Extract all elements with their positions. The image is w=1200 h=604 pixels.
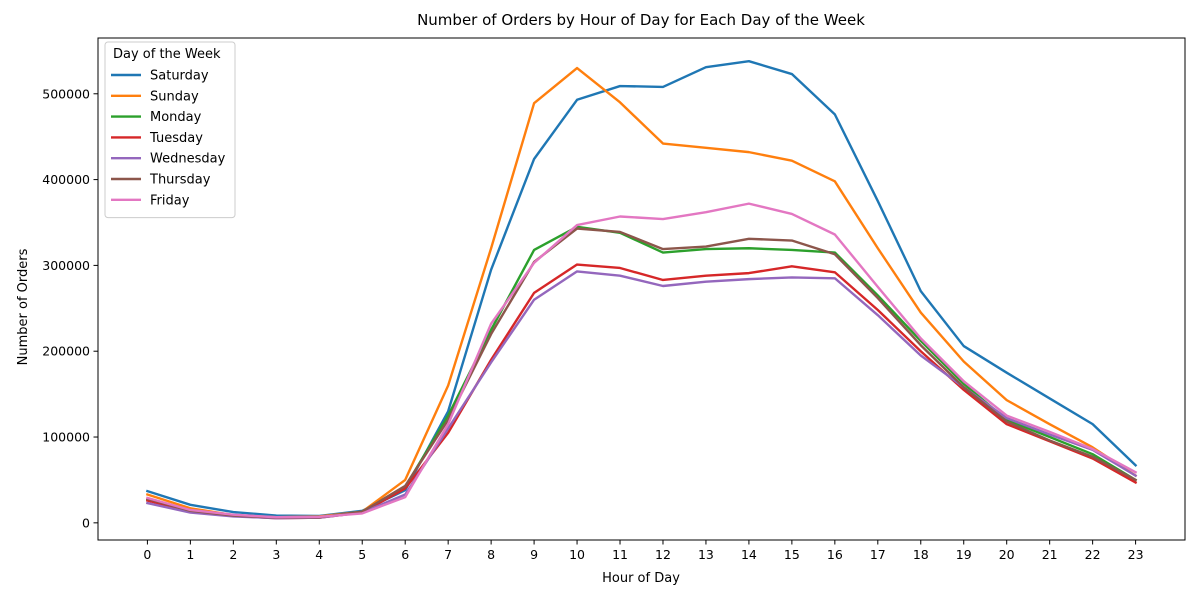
- x-tick-label: 15: [784, 547, 800, 562]
- y-tick-label: 500000: [42, 86, 90, 101]
- series-line-monday: [145, 225, 1138, 519]
- x-axis: 0 1 2 3 4 5 6 7 8 9 10 11 12 13 14 15 16 17 18 19 20 21 22 23: [143, 540, 1144, 562]
- x-tick-label: 18: [913, 547, 929, 562]
- legend: Day of the Week Saturday Sunday Monday Tuesd…: [104, 41, 236, 219]
- series-line-sunday: [145, 66, 1138, 519]
- legend-box: [104, 41, 236, 219]
- legend-label-wednesday: Wednesday: [150, 152, 226, 167]
- x-axis-label: Hour of Day: [602, 571, 680, 586]
- x-tick-label: 4: [315, 547, 323, 562]
- y-tick-label: 400000: [42, 172, 90, 187]
- x-tick-label: 7: [444, 547, 452, 562]
- series-line-wednesday: [145, 270, 1138, 520]
- x-tick-label: 6: [401, 547, 409, 562]
- series-layer: [145, 59, 1138, 520]
- legend-label-tuesday: Tuesday: [149, 131, 203, 146]
- x-tick-label: 8: [487, 547, 495, 562]
- y-axis-label: Number of Orders: [16, 248, 31, 365]
- y-tick-label: 200000: [42, 344, 90, 359]
- x-tick-label: 9: [530, 547, 538, 562]
- axes-frame: [97, 37, 1186, 541]
- series-line-saturday: [145, 59, 1138, 518]
- chart-title: Number of Orders by Hour of Day for Each…: [417, 11, 865, 29]
- x-tick-label: 19: [956, 547, 972, 562]
- legend-label-thursday: Thursday: [149, 173, 211, 188]
- legend-label-monday: Monday: [150, 110, 202, 125]
- legend-title: Day of the Week: [113, 47, 221, 62]
- legend-label-friday: Friday: [150, 193, 190, 208]
- legend-label-sunday: Sunday: [150, 89, 199, 104]
- x-tick-label: 21: [1042, 547, 1058, 562]
- x-tick-label: 13: [698, 547, 714, 562]
- plot-area-border: [97, 37, 1186, 541]
- x-tick-label: 16: [827, 547, 843, 562]
- x-tick-label: 23: [1128, 547, 1144, 562]
- x-tick-label: 17: [870, 547, 886, 562]
- y-tick-label: 0: [82, 515, 90, 530]
- x-tick-label: 20: [999, 547, 1015, 562]
- x-tick-label: 0: [143, 547, 151, 562]
- y-axis: 0 100000 200000 300000 400000 500000: [42, 86, 98, 530]
- series-line-tuesday: [145, 263, 1138, 520]
- x-tick-label: 1: [186, 547, 194, 562]
- x-tick-label: 12: [655, 547, 671, 562]
- series-line-friday: [145, 202, 1138, 519]
- y-tick-label: 100000: [42, 430, 90, 445]
- x-tick-label: 14: [741, 547, 757, 562]
- x-tick-label: 2: [229, 547, 237, 562]
- x-tick-label: 10: [569, 547, 585, 562]
- x-tick-label: 11: [612, 547, 628, 562]
- x-tick-label: 3: [272, 547, 280, 562]
- legend-label-saturday: Saturday: [150, 69, 209, 84]
- x-tick-label: 5: [358, 547, 366, 562]
- y-tick-label: 300000: [42, 258, 90, 273]
- series-line-thursday: [145, 227, 1138, 519]
- x-tick-label: 22: [1085, 547, 1101, 562]
